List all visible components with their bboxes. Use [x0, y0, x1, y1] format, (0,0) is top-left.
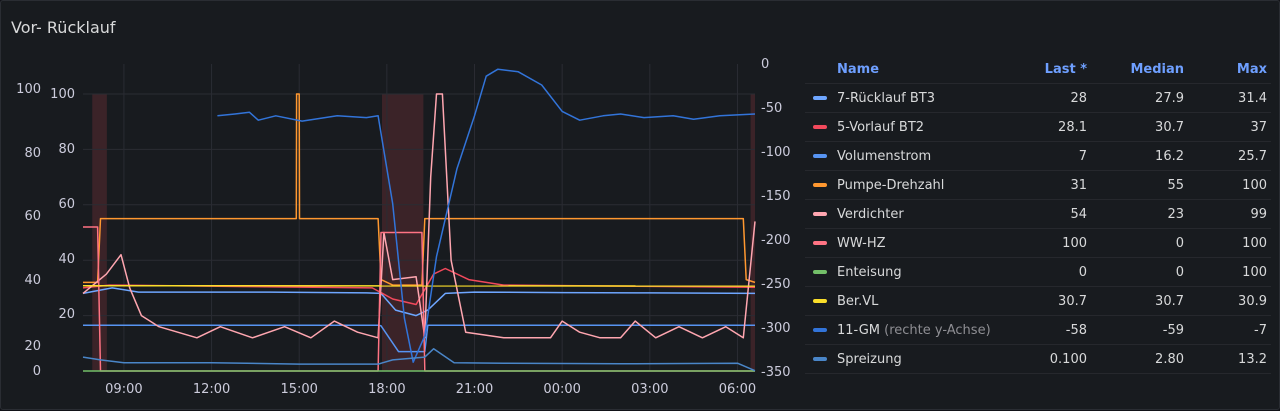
legend-swatch — [813, 125, 827, 129]
y-right-tick: -250 — [761, 277, 791, 292]
legend-row[interactable]: Spreizung 0.100 2.80 13.2 — [805, 345, 1271, 374]
y-left-inner-tick: 60 — [58, 197, 75, 212]
legend-row[interactable]: Verdichter 54 23 99 — [805, 200, 1271, 229]
legend-series-name: 7-Rücklauf BT3 — [837, 91, 935, 106]
legend-series-name: Volumenstrom — [837, 149, 931, 164]
legend-max-value: 37 — [1250, 120, 1267, 135]
legend-last-value: 28 — [1070, 91, 1087, 106]
legend-header: Name Last * Median Max — [805, 57, 1271, 84]
legend-swatch — [813, 183, 827, 187]
legend-median-value: 23 — [1167, 207, 1184, 222]
legend-row[interactable]: 5-Vorlauf BT2 28.1 30.7 37 — [805, 113, 1271, 142]
x-tick: 00:00 — [543, 382, 580, 397]
legend-series-name: Enteisung — [837, 265, 902, 280]
legend-row[interactable]: Volumenstrom 7 16.2 25.7 — [805, 142, 1271, 171]
y-left-outer-tick: 40 — [24, 273, 41, 288]
legend-max-value: 30.9 — [1238, 294, 1267, 309]
legend-col-name[interactable]: Name — [837, 62, 879, 77]
legend-series-name: 11-GM (rechte y-Achse) — [837, 323, 991, 338]
series-line — [217, 69, 755, 362]
y-right-tick: -300 — [761, 321, 791, 336]
x-tick: 18:00 — [368, 382, 405, 397]
legend-last-value: 7 — [1079, 149, 1087, 164]
legend-table: Name Last * Median Max 7-Rücklauf BT3 28 2… — [805, 57, 1271, 374]
y-left-inner-tick: 20 — [58, 307, 75, 322]
y-right-tick: -350 — [761, 365, 791, 380]
legend-max-value: -7 — [1254, 323, 1267, 338]
legend-max-value: 100 — [1242, 265, 1267, 280]
legend-col-last[interactable]: Last * — [1045, 62, 1087, 77]
y-left-outer-tick: 100 — [16, 82, 41, 97]
legend-max-value: 13.2 — [1238, 352, 1267, 367]
x-tick: 03:00 — [631, 382, 668, 397]
y-left-inner-tick: 80 — [58, 142, 75, 157]
legend-row[interactable]: Ber.VL 30.7 30.7 30.9 — [805, 287, 1271, 316]
legend-series-name: Pumpe-Drehzahl — [837, 178, 944, 193]
x-tick: 21:00 — [456, 382, 493, 397]
y-right-tick: -150 — [761, 189, 791, 204]
legend-series-name: 5-Vorlauf BT2 — [837, 120, 924, 135]
legend-median-value: 0 — [1176, 265, 1184, 280]
y-left-outer-tick: 20 — [24, 339, 41, 354]
legend-row[interactable]: Enteisung 0 0 100 — [805, 258, 1271, 287]
legend-last-value: 31 — [1070, 178, 1087, 193]
y-left-outer-tick: 0 — [33, 364, 41, 379]
legend-median-value: 0 — [1176, 236, 1184, 251]
x-tick: 09:00 — [105, 382, 142, 397]
legend-max-value: 25.7 — [1238, 149, 1267, 164]
legend-max-value: 99 — [1250, 207, 1267, 222]
legend-swatch — [813, 96, 827, 100]
legend-swatch — [813, 299, 827, 303]
legend-max-value: 31.4 — [1238, 91, 1267, 106]
legend-series-name: WW-HZ — [837, 236, 886, 251]
legend-median-value: 30.7 — [1155, 120, 1184, 135]
legend-series-name: Spreizung — [837, 352, 902, 367]
legend-swatch — [813, 212, 827, 216]
legend-series-name: Verdichter — [837, 207, 904, 222]
legend-swatch — [813, 328, 827, 332]
legend-col-max[interactable]: Max — [1237, 62, 1267, 77]
y-right-tick: 0 — [761, 57, 769, 72]
legend-median-value: 2.80 — [1155, 352, 1184, 367]
y-right-tick: -100 — [761, 145, 791, 160]
legend-max-value: 100 — [1242, 236, 1267, 251]
legend-last-value: -58 — [1066, 323, 1087, 338]
legend-last-value: 0 — [1079, 265, 1087, 280]
legend-row[interactable]: 7-Rücklauf BT3 28 27.9 31.4 — [805, 84, 1271, 113]
y-left-inner-tick: 100 — [50, 87, 75, 102]
legend-swatch — [813, 154, 827, 158]
x-tick: 06:00 — [719, 382, 756, 397]
legend-swatch — [813, 357, 827, 361]
legend-swatch — [813, 241, 827, 245]
x-tick: 15:00 — [280, 382, 317, 397]
legend-last-value: 30.7 — [1058, 294, 1087, 309]
legend-col-median[interactable]: Median — [1130, 62, 1184, 77]
legend-last-value: 0.100 — [1050, 352, 1087, 367]
line-chart[interactable]: 0 20 40 60 80 100 20 40 60 80 100 0 -50 -100 -150 -200 -… — [1, 1, 801, 411]
y-left-inner-tick: 40 — [58, 252, 75, 267]
legend-last-value: 54 — [1070, 207, 1087, 222]
legend-median-value: 30.7 — [1155, 294, 1184, 309]
legend-median-value: 55 — [1167, 178, 1184, 193]
legend-median-value: 16.2 — [1155, 149, 1184, 164]
legend-row[interactable]: WW-HZ 100 0 100 — [805, 229, 1271, 258]
y-left-outer-tick: 80 — [24, 146, 41, 161]
legend-max-value: 100 — [1242, 178, 1267, 193]
y-right-tick: -50 — [761, 101, 782, 116]
legend-swatch — [813, 270, 827, 274]
y-left-outer-tick: 60 — [24, 209, 41, 224]
legend-last-value: 100 — [1062, 236, 1087, 251]
x-tick: 12:00 — [193, 382, 230, 397]
y-right-tick: -200 — [761, 233, 791, 248]
legend-axis-note: (rechte y-Achse) — [880, 323, 991, 338]
legend-median-value: 27.9 — [1155, 91, 1184, 106]
legend-median-value: -59 — [1163, 323, 1184, 338]
legend-row[interactable]: 11-GM (rechte y-Achse) -58 -59 -7 — [805, 316, 1271, 345]
legend-row[interactable]: Pumpe-Drehzahl 31 55 100 — [805, 171, 1271, 200]
legend-series-name: Ber.VL — [837, 294, 878, 309]
legend-last-value: 28.1 — [1058, 120, 1087, 135]
